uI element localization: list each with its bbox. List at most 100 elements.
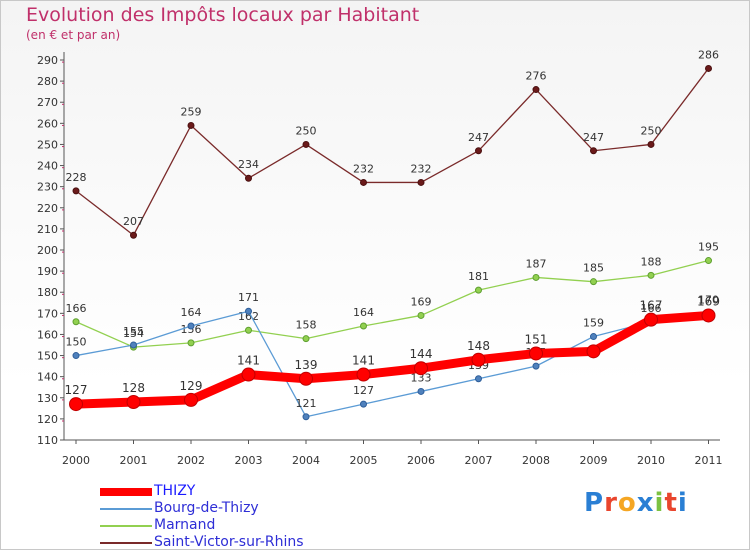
data-point — [299, 371, 313, 386]
data-point — [360, 322, 367, 330]
legend-label: Marnand — [154, 517, 216, 533]
legend-label: THIZY — [154, 483, 196, 499]
legend-swatch — [100, 525, 152, 527]
data-label: 250 — [641, 124, 662, 137]
data-label: 234 — [238, 158, 259, 171]
data-label: 148 — [467, 339, 490, 353]
y-tick-label: 160 — [37, 328, 58, 341]
data-point — [130, 341, 137, 349]
proxiti-logo: Proxiti — [584, 488, 688, 518]
data-label: 128 — [122, 381, 145, 395]
data-label: 169 — [697, 294, 720, 308]
y-tick-label: 290 — [37, 54, 58, 67]
data-point — [417, 311, 425, 319]
y-tick-label: 200 — [37, 244, 58, 257]
y-tick-label: 260 — [37, 117, 58, 130]
data-label: 166 — [641, 302, 662, 315]
data-label: 232 — [411, 162, 432, 175]
y-tick-label: 150 — [37, 350, 58, 363]
data-point — [590, 333, 597, 341]
logo-letter: P — [584, 488, 605, 518]
data-point — [647, 271, 655, 279]
data-point — [184, 392, 198, 407]
data-label: 129 — [180, 379, 203, 393]
series-line-3 — [75, 67, 710, 236]
y-tick-label: 210 — [37, 223, 58, 236]
data-label: 181 — [468, 270, 489, 283]
x-tick-label: 2003 — [235, 454, 263, 467]
data-point — [705, 257, 712, 265]
y-tick-label: 220 — [37, 202, 58, 215]
x-tick-label: 2008 — [522, 454, 550, 467]
series-line-0 — [71, 310, 713, 409]
data-label: 158 — [296, 319, 317, 332]
data-point — [360, 178, 367, 186]
legend-label: Bourg-de-Thizy — [154, 500, 259, 516]
x-tick-label: 2001 — [120, 454, 148, 467]
data-label: 154 — [123, 327, 144, 340]
data-point — [701, 308, 716, 323]
legend-swatch — [100, 508, 152, 510]
data-label: 127 — [353, 384, 374, 397]
data-label: 250 — [296, 124, 317, 137]
data-label: 228 — [66, 171, 87, 184]
data-point — [72, 352, 80, 360]
data-point — [72, 318, 80, 326]
data-point — [705, 64, 712, 72]
logo-letter: i — [654, 488, 665, 518]
data-label: 232 — [353, 162, 374, 175]
logo-letter: x — [636, 488, 655, 518]
data-point — [360, 400, 367, 408]
data-label: 150 — [66, 336, 87, 349]
y-tick-label: 230 — [37, 181, 58, 194]
data-label: 286 — [698, 48, 719, 61]
data-label: 259 — [181, 105, 202, 118]
data-label: 185 — [583, 262, 604, 275]
data-point — [72, 187, 80, 195]
data-label: 155 — [123, 325, 144, 338]
y-tick-label: 120 — [37, 413, 58, 426]
data-label: 166 — [66, 302, 87, 315]
data-point — [532, 362, 540, 370]
data-label: 127 — [65, 383, 88, 397]
data-label: 247 — [583, 131, 604, 144]
data-point — [126, 395, 141, 409]
y-tick-label: 270 — [37, 96, 58, 109]
data-point — [302, 413, 310, 421]
logo-letter: i — [677, 488, 688, 518]
data-point — [529, 346, 543, 361]
y-tick-label: 190 — [37, 265, 58, 278]
logo-letter: o — [617, 488, 637, 518]
data-point — [356, 367, 371, 382]
data-label: 188 — [641, 255, 662, 268]
data-label: 133 — [411, 371, 432, 384]
data-label: 141 — [352, 354, 375, 368]
data-point — [245, 326, 252, 334]
data-label: 141 — [237, 354, 260, 368]
chart-subtitle: (en € et par an) — [26, 28, 121, 42]
y-tick-label: 250 — [37, 138, 58, 151]
data-label: 139 — [295, 358, 318, 372]
data-point — [590, 278, 597, 286]
legend-label: Saint-Victor-sur-Rhins — [154, 534, 304, 550]
y-tick-label: 180 — [37, 286, 58, 299]
data-label: 169 — [411, 295, 432, 308]
x-tick-label: 2009 — [580, 454, 608, 467]
data-point — [475, 286, 482, 294]
data-label: 121 — [296, 397, 317, 410]
x-tick-label: 2005 — [350, 454, 378, 467]
data-label: 207 — [123, 215, 144, 228]
series-line-2 — [75, 259, 710, 348]
x-tick-label: 2010 — [637, 454, 665, 467]
legend-swatch — [100, 542, 152, 544]
y-tick-label: 280 — [37, 75, 58, 88]
x-tick-label: 2004 — [292, 454, 320, 467]
data-point — [302, 335, 310, 343]
data-point — [532, 273, 540, 281]
y-tick-label: 110 — [37, 434, 58, 447]
data-point — [245, 174, 252, 182]
data-point — [69, 397, 83, 412]
data-point — [187, 322, 195, 330]
